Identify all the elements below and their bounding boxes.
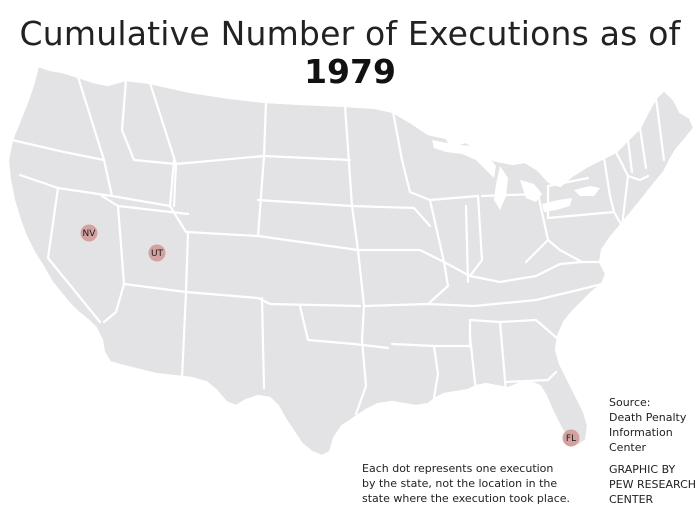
dot-label-ut: UT — [151, 249, 164, 259]
credit-line: PEW RESEARCH — [609, 478, 697, 491]
great-lakes — [432, 140, 600, 212]
footnote-line: Each dot represents one execution — [362, 462, 554, 475]
graphic-credit: GRAPHIC BY PEW RESEARCH CENTER — [609, 462, 699, 507]
dot-label-nv: NV — [83, 229, 97, 239]
source-line: Source: — [609, 396, 651, 409]
map-year: 1979 — [304, 52, 396, 91]
source-line: Information — [609, 426, 673, 439]
source-line: Center — [609, 441, 647, 454]
execution-dot — [562, 429, 580, 447]
execution-dot — [148, 244, 166, 262]
footnote-line: by the state, not the location in the — [362, 477, 558, 490]
credit-line: GRAPHIC BY — [609, 463, 676, 476]
source-line: Death Penalty — [609, 411, 687, 424]
dot-ut: UT — [148, 244, 166, 262]
map-title: Cumulative Number of Executions as of — [19, 14, 681, 53]
execution-dot — [80, 224, 98, 242]
dot-fl: FL — [562, 429, 580, 447]
dot-label-fl: FL — [566, 434, 576, 444]
state-borders — [10, 75, 666, 416]
credit-line: CENTER — [609, 493, 654, 506]
map-footnote: Each dot represents one execution by the… — [362, 461, 577, 506]
source-note: Source: Death Penalty Information Center — [609, 395, 699, 455]
dot-nv: NV — [80, 224, 98, 242]
footnote-line: state where the execution took place. — [362, 492, 571, 505]
